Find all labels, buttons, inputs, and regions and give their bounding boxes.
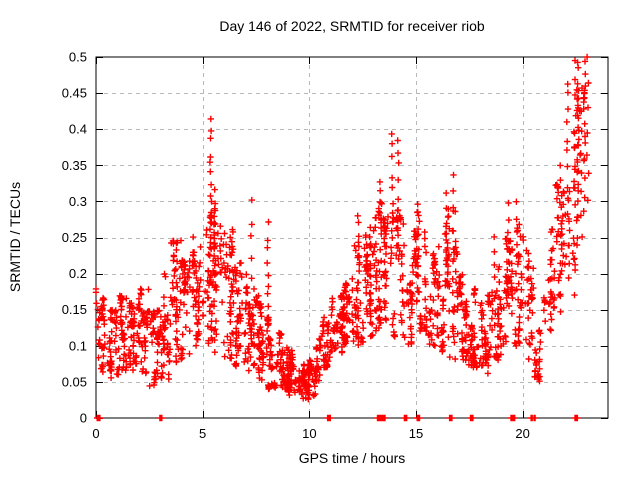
- tick-labels: 0 5 10 15 20 0 0.05 0.1 0.15 0.2 0.25 0.3 0.35 0.4 0.4…: [62, 50, 530, 442]
- x-tick-label: 10: [302, 426, 316, 441]
- x-tick-label: 15: [409, 426, 423, 441]
- y-tick-label: 0.4: [69, 122, 87, 137]
- y-tick-label: 0.15: [62, 302, 87, 317]
- y-tick-label: 0.3: [69, 194, 87, 209]
- y-tick-label: 0.05: [62, 374, 87, 389]
- x-tick-label: 5: [199, 426, 206, 441]
- y-tick-label: 0.25: [62, 230, 87, 245]
- x-tick-label: 20: [515, 426, 529, 441]
- scatter-points: [92, 53, 592, 422]
- plot-border: [95, 56, 609, 419]
- y-tick-label: 0.35: [62, 158, 87, 173]
- y-axis-label: SRMTID / TECUs: [7, 182, 23, 292]
- y-tick-label: 0: [80, 411, 87, 426]
- chart-title: Day 146 of 2022, SRMTID for receiver rio…: [219, 18, 485, 34]
- y-tick-label: 0.45: [62, 86, 87, 101]
- y-tick-label: 0.1: [69, 338, 87, 353]
- y-tick-label: 0.5: [69, 50, 87, 65]
- y-tick-label: 0.2: [69, 266, 87, 281]
- x-tick-label: 0: [92, 426, 99, 441]
- x-axis-label: GPS time / hours: [299, 450, 406, 466]
- gridlines: [96, 57, 608, 418]
